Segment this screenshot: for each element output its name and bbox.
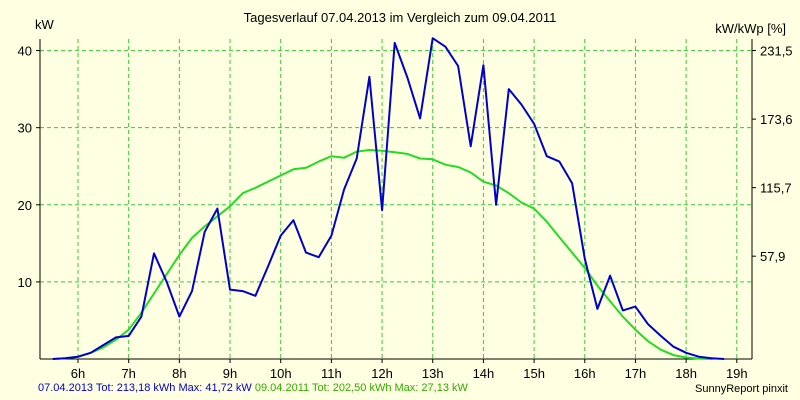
y-axis-label-right: kW/kWp [%] xyxy=(715,21,786,36)
y-axis-label-left: kW xyxy=(35,17,54,32)
y-tick-label-right: 173,6 xyxy=(760,112,793,127)
series-layer xyxy=(52,37,725,360)
x-tick-label: 18h xyxy=(675,366,697,381)
x-tick-label: 12h xyxy=(371,366,393,381)
x-tick-label: 16h xyxy=(574,366,596,381)
series-line-07.04.2013 xyxy=(52,37,725,360)
x-tick-label: 15h xyxy=(523,366,545,381)
y-tick-label-right: 115,7 xyxy=(760,181,792,196)
x-tick-label: 10h xyxy=(270,366,292,381)
credit-text: SunnyReport pinxit xyxy=(695,383,788,395)
x-tick-label: 7h xyxy=(121,366,135,381)
x-tick-label: 17h xyxy=(625,366,647,381)
x-tick-label: 6h xyxy=(71,366,85,381)
x-tick-label: 9h xyxy=(223,366,237,381)
footer-series-2013: 07.04.2013 Tot: 213,18 kWh Max: 41,72 kW xyxy=(38,382,252,394)
x-tick-label: 14h xyxy=(473,366,495,381)
y-tick-label-left: 20 xyxy=(18,198,32,213)
chart-title: Tagesverlauf 07.04.2013 im Vergleich zum… xyxy=(243,10,557,25)
y-tick-label-left: 40 xyxy=(18,44,32,59)
axis-layer xyxy=(36,39,756,363)
x-tick-label: 19h xyxy=(726,366,748,381)
x-tick-label: 11h xyxy=(321,366,342,381)
chart-footer: 07.04.2013 Tot: 213,18 kWh Max: 41,72 kW… xyxy=(38,382,468,394)
y-tick-label-right: 57,9 xyxy=(760,249,785,264)
y-tick-label-left: 30 xyxy=(18,121,32,136)
series-line-09.04.2011 xyxy=(52,149,712,360)
y-tick-label-left: 10 xyxy=(18,275,32,290)
y-tick-label-right: 231,5 xyxy=(760,44,793,59)
tick-label-layer: 6h 7h 8h 9h 10h 11h 12h 13h 14h 15h 16h 17h 18h 19h 10… xyxy=(18,44,793,381)
footer-series-2011: 09.04.2011 Tot: 202,50 kWh Max: 27,13 kW xyxy=(254,382,468,394)
grid-layer xyxy=(40,39,752,359)
x-tick-label: 8h xyxy=(172,366,186,381)
x-tick-label: 13h xyxy=(422,366,444,381)
